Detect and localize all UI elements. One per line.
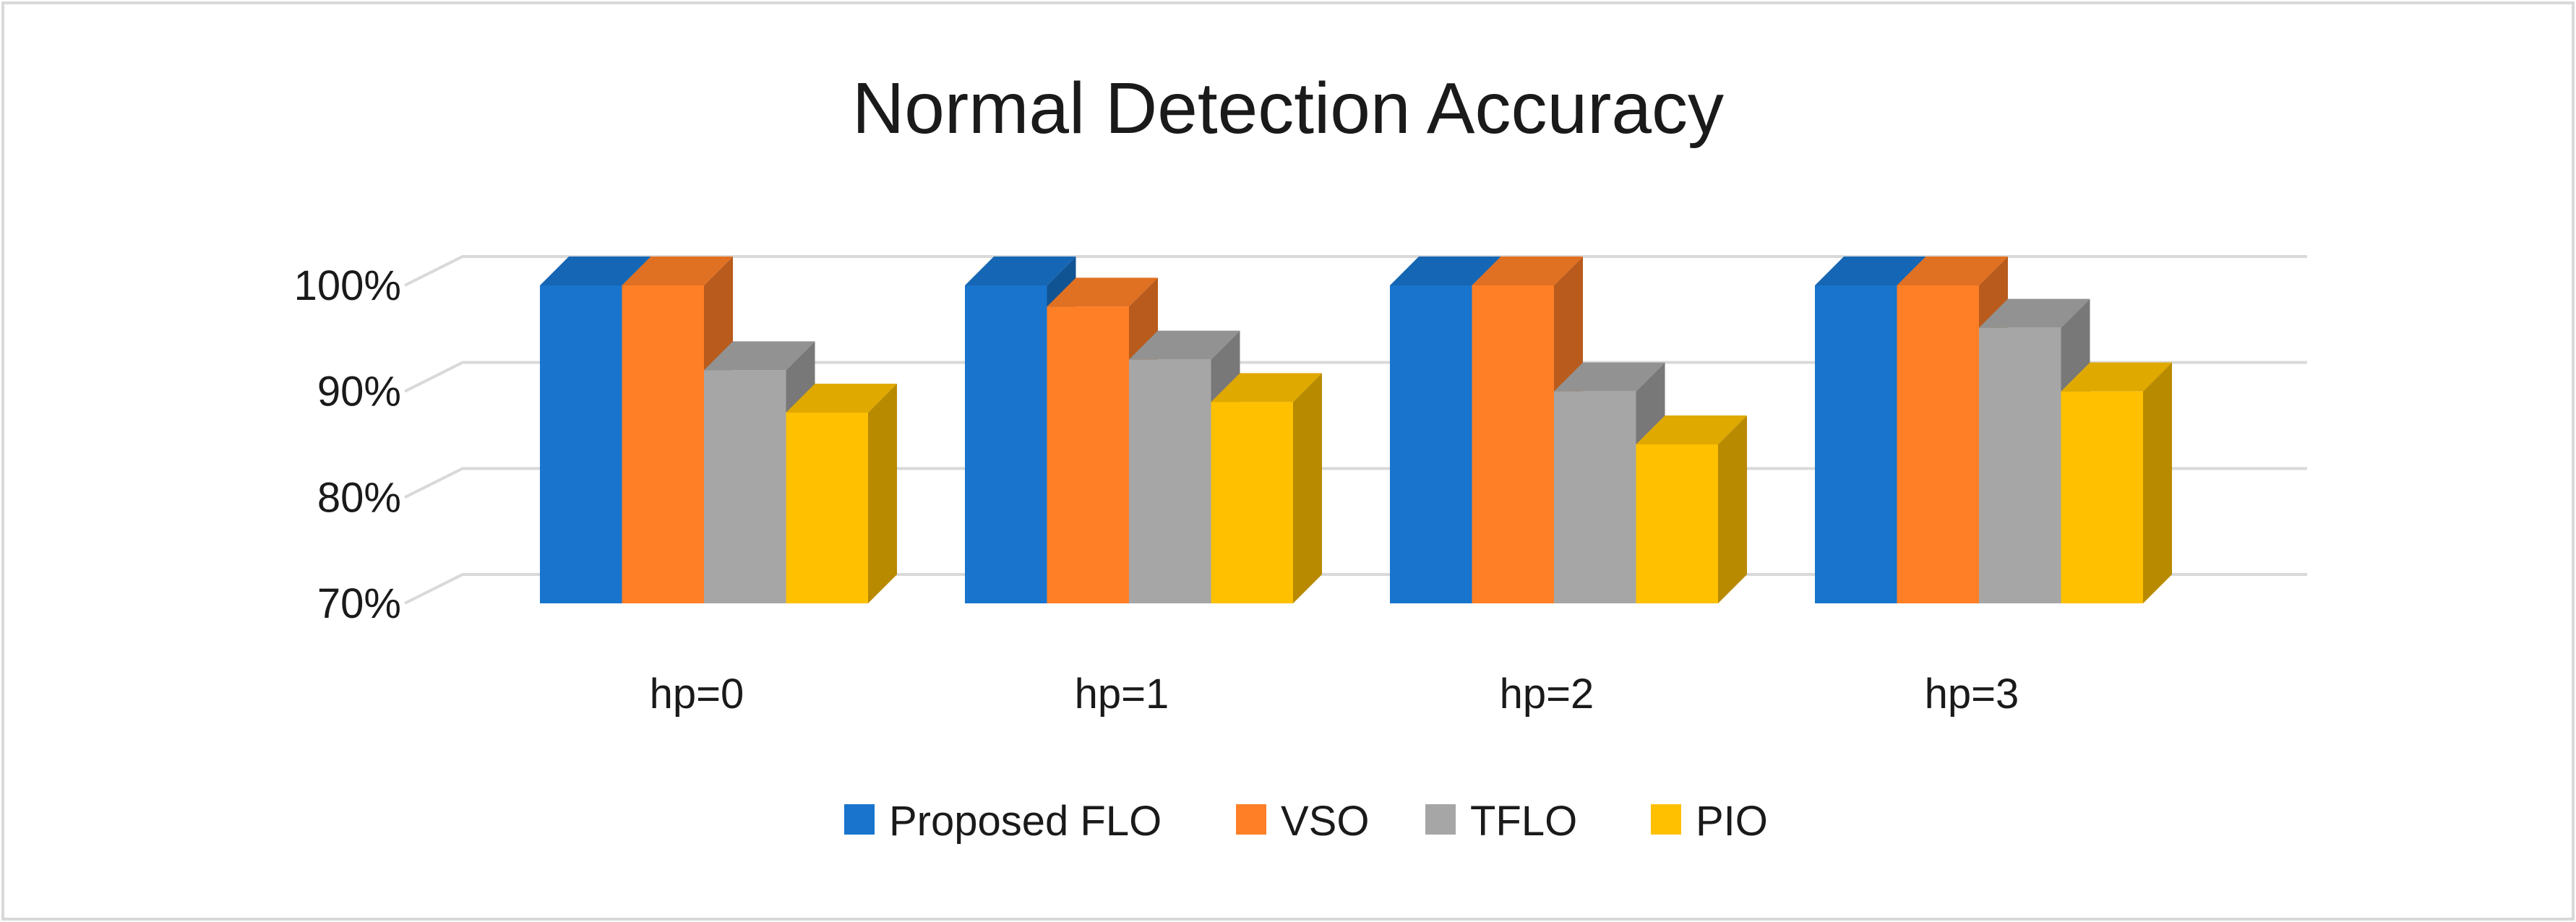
- legend-item-pio: PIO: [1651, 798, 1768, 845]
- bar-front: [1129, 359, 1211, 603]
- bar-front: [965, 285, 1047, 603]
- bar-front: [1472, 285, 1554, 603]
- bar-front: [1815, 285, 1897, 603]
- legend: Proposed FLO VSO TFLO PIO: [844, 798, 1768, 845]
- bar-front: [622, 285, 704, 603]
- bar-side: [868, 384, 897, 603]
- legend-swatch: [844, 804, 875, 835]
- bar-front: [1636, 444, 1718, 603]
- bar-top: [1047, 277, 1158, 307]
- bar-front: [1047, 306, 1129, 603]
- bar-top: [2061, 362, 2172, 392]
- bars: [540, 257, 2172, 603]
- bar-top: [1636, 415, 1747, 444]
- y-tick-label: 100%: [294, 262, 401, 309]
- legend-item-tflo: TFLO: [1425, 798, 1577, 845]
- bar-front: [1390, 285, 1472, 603]
- legend-label: TFLO: [1470, 798, 1577, 845]
- gridline: [404, 255, 2307, 287]
- legend-label: VSO: [1281, 798, 1370, 845]
- bar-hp=1-pio: [1211, 373, 1322, 603]
- bar-hp=3-tflo: [1979, 298, 2090, 603]
- x-axis-categories: hp=0 hp=1 hp=2 hp=3: [650, 671, 2019, 718]
- bar-hp=2-pio: [1636, 415, 1747, 603]
- bar-front: [1554, 391, 1636, 603]
- bar-hp=3-pio: [2061, 362, 2172, 603]
- bar-front: [2061, 391, 2143, 603]
- bar-hp=2-vso: [1472, 257, 1583, 603]
- bar-top: [540, 257, 651, 285]
- bar-top: [1211, 373, 1322, 402]
- bar-top: [1554, 362, 1665, 392]
- legend-label: PIO: [1696, 798, 1768, 845]
- x-category-label: hp=0: [650, 671, 744, 718]
- legend-label: Proposed FLO: [889, 798, 1162, 845]
- x-category-label: hp=1: [1075, 671, 1169, 718]
- bar-top: [704, 341, 815, 371]
- x-category-label: hp=2: [1500, 671, 1594, 718]
- bar-side: [2143, 362, 2172, 603]
- bar-top: [622, 257, 733, 285]
- bar-top: [786, 384, 897, 413]
- bar-top: [1390, 257, 1501, 285]
- bar-top: [1815, 257, 1926, 285]
- bar-front: [786, 413, 868, 603]
- bar-top: [1897, 257, 2008, 285]
- bar-side: [1718, 415, 1747, 603]
- gridline: [404, 361, 2307, 393]
- legend-item-vso: VSO: [1236, 798, 1370, 845]
- y-tick-label: 70%: [317, 580, 401, 627]
- bar-front: [540, 285, 622, 603]
- y-axis-ticks: 70% 80% 90% 100%: [294, 262, 401, 627]
- bar-top: [1129, 330, 1240, 360]
- bar-top: [965, 257, 1076, 285]
- legend-swatch: [1425, 804, 1456, 835]
- legend-swatch: [1236, 804, 1266, 835]
- chart-title: Normal Detection Accuracy: [852, 68, 1724, 149]
- bar-front: [704, 370, 786, 603]
- bar-front: [1211, 402, 1293, 603]
- bar-front: [1897, 285, 1979, 603]
- bar-hp=0-pio: [786, 384, 897, 603]
- y-tick-label: 80%: [317, 474, 401, 521]
- legend-swatch: [1651, 804, 1681, 835]
- bar-side: [1293, 373, 1322, 603]
- bar-top: [1472, 257, 1583, 285]
- y-tick-label: 90%: [317, 369, 401, 415]
- bar-top: [1979, 298, 2090, 328]
- x-category-label: hp=3: [1925, 671, 2019, 718]
- legend-item-proposed-flo: Proposed FLO: [844, 798, 1162, 845]
- bar-front: [1979, 327, 2061, 603]
